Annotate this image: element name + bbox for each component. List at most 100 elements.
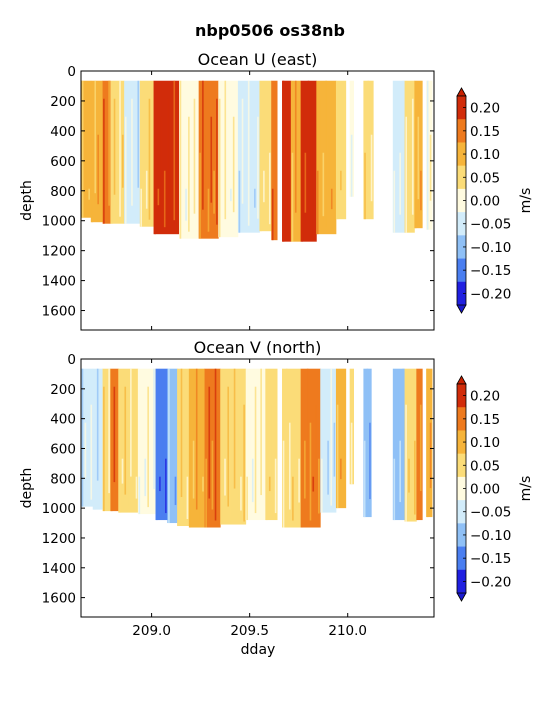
colorbar-segment <box>457 258 466 283</box>
heatmap-streak <box>94 80 97 194</box>
heatmap-streak <box>163 170 166 228</box>
heatmap-streak <box>180 368 183 498</box>
colorbar-segment <box>457 407 466 431</box>
heatmap-streak <box>93 440 96 510</box>
heatmap-streak <box>307 80 310 224</box>
heatmap-streak <box>426 368 429 518</box>
heatmap-streak <box>221 404 223 525</box>
heatmap-streak <box>282 440 285 528</box>
heatmap-streak <box>411 98 414 215</box>
colorbar-segment <box>457 546 466 571</box>
y-tick-label: 400 <box>50 124 76 140</box>
heatmap-streak <box>97 134 99 205</box>
axes-frame <box>80 70 435 331</box>
heatmap-streak <box>174 476 177 506</box>
colorbar-segment <box>457 453 466 478</box>
heatmap-streak <box>156 422 158 521</box>
heatmap-streak <box>429 134 432 201</box>
heatmap-streak <box>330 188 333 210</box>
y-axis-label: depth <box>19 180 35 221</box>
heatmap-streak <box>116 440 118 494</box>
heatmap-streak <box>154 134 156 235</box>
heatmap-streak <box>343 98 345 202</box>
heatmap-streak <box>263 170 265 203</box>
heatmap-streak <box>249 404 251 492</box>
heatmap-band <box>404 368 417 522</box>
heatmap-streak <box>260 368 262 496</box>
heatmap-streak <box>336 116 339 220</box>
colorbar-segment <box>457 281 466 306</box>
heatmap-streak <box>179 80 182 239</box>
y-tick-label: 600 <box>50 441 76 457</box>
x-axis-label: dday <box>241 642 276 658</box>
heatmap-streak <box>177 440 180 527</box>
heatmap-streak <box>124 116 127 224</box>
colorbar-tick-label: −0.15 <box>470 263 511 279</box>
heatmap-streak <box>285 134 288 213</box>
heatmap-streak <box>100 188 102 216</box>
heatmap-streak <box>211 440 214 510</box>
y-tick-label: 200 <box>50 94 76 110</box>
heatmap-streak <box>274 458 277 514</box>
heatmap-streak <box>408 170 411 204</box>
heatmap-streak <box>266 422 268 521</box>
heatmap-streak <box>408 458 410 493</box>
colorbar-segment <box>457 142 466 166</box>
colorbar-tick-label: 0.15 <box>470 412 500 428</box>
heatmap-streak <box>292 476 294 521</box>
heatmap-streak <box>138 476 141 515</box>
heatmap-streak <box>254 188 256 208</box>
heatmap-streak <box>224 80 227 220</box>
heatmap-streak <box>402 80 404 226</box>
heatmap-streak <box>343 386 345 491</box>
heatmap-streak <box>199 422 201 521</box>
heatmap-streak <box>309 422 312 521</box>
heatmap-streak <box>186 476 189 520</box>
heatmap-streak <box>213 170 215 214</box>
colorbar-extend-over <box>456 375 467 385</box>
heatmap-streak <box>233 368 236 489</box>
heatmap-streak <box>128 170 130 195</box>
heatmap-streak <box>105 440 108 483</box>
heatmap-streak <box>91 152 94 223</box>
heatmap-streak <box>90 404 93 500</box>
heatmap-field <box>81 368 433 528</box>
heatmap-streak <box>110 458 113 512</box>
heatmap-streak <box>202 476 204 492</box>
heatmap-streak <box>340 458 342 480</box>
heatmap-streak <box>310 134 313 235</box>
heatmap-band <box>426 368 433 518</box>
colorbar-tick-label: −0.10 <box>470 240 511 256</box>
heatmap-streak <box>150 440 152 479</box>
y-tick-label: 800 <box>50 184 76 200</box>
heatmap-streak <box>414 440 416 515</box>
heatmap-streak <box>168 368 170 524</box>
y-tick-label: 200 <box>50 382 76 398</box>
heatmap-streak <box>132 422 135 488</box>
y-tick-label: 400 <box>50 412 76 428</box>
heatmap-streak <box>227 386 230 507</box>
heatmap-streak <box>127 440 129 506</box>
heatmap-streak <box>140 188 143 227</box>
heatmap-streak <box>366 368 369 489</box>
heatmap-streak <box>218 98 221 238</box>
panel-ocean-v: Ocean V (north) 0 200 400 600 800 1000 1200 1400… <box>19 338 534 639</box>
heatmap-streak <box>243 404 245 522</box>
heatmap-streak <box>238 170 241 233</box>
heatmap-streak <box>214 368 217 521</box>
heatmap-streak <box>260 116 262 232</box>
heatmap-streak <box>121 458 124 484</box>
colorbar-segment <box>457 500 466 524</box>
colorbar-tick-label: 0.10 <box>470 147 500 163</box>
colorbar-tick-label: −0.20 <box>470 286 511 302</box>
y-tick-label: 1600 <box>42 304 76 320</box>
y-tick-label: 1600 <box>42 591 76 607</box>
heatmap-streak <box>350 134 353 197</box>
heatmap-streak <box>227 134 229 231</box>
heatmap-streak <box>328 134 330 199</box>
heatmap-streak <box>230 440 233 518</box>
heatmap-streak <box>216 98 218 225</box>
heatmap-streak <box>208 386 211 499</box>
heatmap-streak <box>131 98 133 206</box>
heatmap-streak <box>188 116 190 232</box>
